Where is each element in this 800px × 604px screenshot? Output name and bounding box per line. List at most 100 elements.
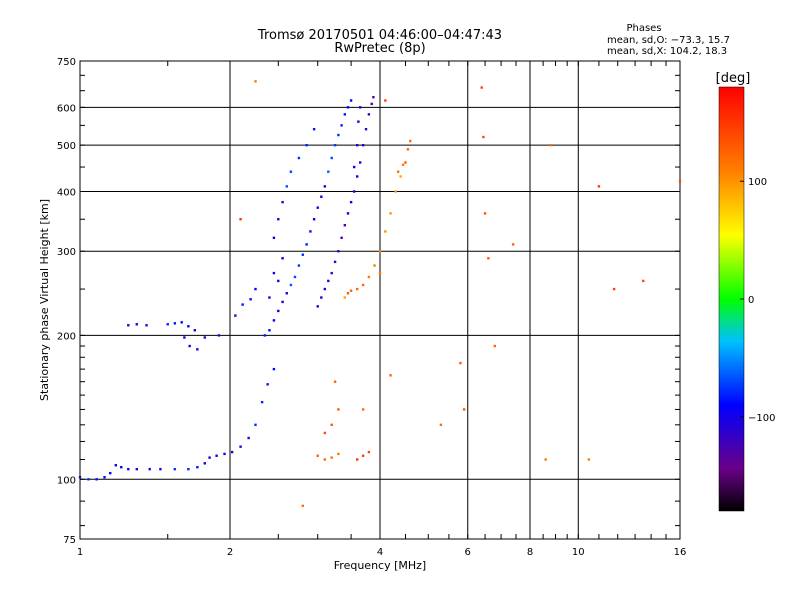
data-point bbox=[487, 257, 490, 260]
data-point bbox=[263, 334, 267, 337]
data-point bbox=[114, 464, 118, 467]
y-tick-label: 500 bbox=[57, 141, 76, 152]
data-point bbox=[544, 458, 547, 461]
data-point bbox=[95, 478, 98, 481]
y-tick-label: 300 bbox=[57, 247, 76, 258]
y-tick-label: 750 bbox=[57, 57, 76, 68]
data-point bbox=[399, 175, 402, 178]
data-point bbox=[587, 458, 591, 461]
data-point bbox=[357, 120, 360, 123]
data-point bbox=[159, 467, 162, 471]
data-point bbox=[285, 292, 288, 295]
data-point bbox=[309, 230, 312, 233]
data-point bbox=[482, 135, 485, 139]
data-point bbox=[272, 319, 276, 322]
data-point bbox=[78, 476, 82, 479]
data-point bbox=[327, 279, 330, 283]
data-point bbox=[349, 200, 353, 204]
data-point bbox=[281, 200, 284, 204]
y-tick-label: 200 bbox=[57, 331, 76, 342]
data-point bbox=[349, 99, 353, 102]
data-point bbox=[384, 99, 387, 102]
data-point bbox=[297, 156, 301, 160]
data-point bbox=[333, 143, 337, 147]
data-point bbox=[260, 400, 264, 404]
data-point bbox=[196, 348, 199, 351]
data-point bbox=[358, 106, 362, 109]
y-axis-label: Stationary phase Virtual Height [km] bbox=[38, 199, 51, 401]
data-point bbox=[301, 253, 305, 256]
data-point bbox=[223, 452, 226, 456]
data-point bbox=[355, 458, 359, 461]
data-point bbox=[188, 344, 191, 348]
data-point bbox=[127, 467, 130, 471]
data-point bbox=[459, 361, 462, 365]
data-point bbox=[173, 322, 177, 325]
data-point bbox=[239, 218, 242, 221]
data-point bbox=[187, 467, 190, 471]
data-point bbox=[187, 325, 190, 328]
data-point bbox=[183, 336, 186, 339]
data-point bbox=[196, 465, 199, 469]
colorbar-label: [deg] bbox=[716, 71, 751, 86]
data-point bbox=[367, 113, 371, 116]
colorbar-tick-label: 100 bbox=[748, 177, 767, 188]
colorbar-tick-label: −100 bbox=[748, 413, 775, 424]
data-point bbox=[305, 143, 308, 147]
data-point bbox=[330, 271, 333, 275]
data-point bbox=[361, 408, 365, 411]
data-point bbox=[305, 243, 308, 246]
data-point bbox=[404, 161, 407, 164]
data-point bbox=[346, 212, 350, 215]
data-point bbox=[217, 334, 221, 337]
data-point bbox=[493, 344, 497, 348]
data-point bbox=[349, 289, 353, 292]
data-point bbox=[277, 309, 280, 313]
data-point bbox=[337, 408, 340, 411]
data-point bbox=[272, 367, 276, 371]
data-point bbox=[343, 224, 347, 227]
data-point bbox=[215, 454, 218, 457]
x-tick-label: 4 bbox=[377, 547, 383, 558]
data-point bbox=[230, 450, 234, 454]
data-point bbox=[293, 275, 297, 279]
data-point bbox=[389, 374, 392, 377]
data-point bbox=[312, 127, 316, 131]
data-point bbox=[597, 185, 601, 188]
data-point bbox=[254, 287, 257, 291]
stats-x-mode: mean, sd,X: 104.2, 18.3 bbox=[607, 46, 727, 57]
data-point bbox=[120, 465, 123, 469]
data-point bbox=[208, 456, 211, 459]
data-point bbox=[289, 170, 293, 173]
data-point bbox=[549, 143, 552, 147]
y-tick-label: 75 bbox=[63, 535, 76, 546]
data-point bbox=[378, 271, 382, 275]
data-point bbox=[330, 456, 333, 459]
data-point bbox=[389, 212, 392, 215]
data-point bbox=[511, 243, 515, 246]
data-point bbox=[297, 264, 301, 267]
data-point bbox=[254, 80, 257, 83]
data-point bbox=[367, 450, 371, 454]
stats-heading: Phases bbox=[626, 23, 661, 34]
data-point bbox=[340, 124, 343, 127]
data-point bbox=[173, 467, 177, 471]
data-point bbox=[277, 279, 280, 283]
data-point bbox=[370, 102, 373, 106]
data-point bbox=[372, 95, 375, 99]
data-point bbox=[346, 292, 350, 295]
data-point bbox=[346, 106, 350, 109]
data-point bbox=[203, 336, 206, 339]
chart-title: Tromsø 20170501 04:46:00–04:47:43 bbox=[257, 28, 502, 43]
data-point bbox=[323, 431, 327, 435]
data-point bbox=[612, 287, 616, 291]
data-point bbox=[355, 143, 359, 147]
stats-o-mode: mean, sd,O: −73.3, 15.7 bbox=[607, 35, 730, 46]
data-point bbox=[333, 380, 337, 383]
data-point bbox=[109, 471, 112, 475]
data-point bbox=[316, 206, 319, 209]
colorbar-tick-label: 0 bbox=[748, 295, 754, 306]
data-point bbox=[352, 190, 356, 193]
data-point bbox=[320, 195, 323, 198]
